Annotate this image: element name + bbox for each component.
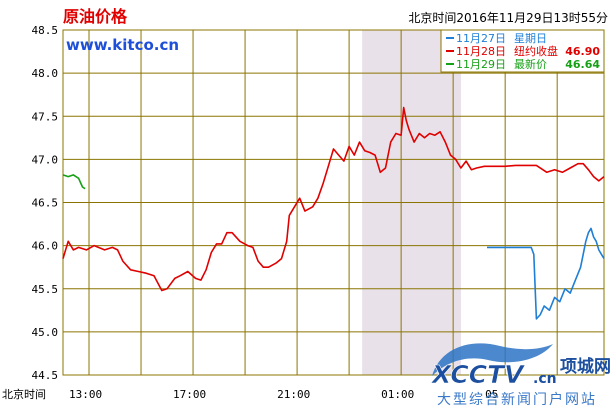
watermark-brand: 项城网 xyxy=(560,357,611,377)
series-line-nov28 xyxy=(62,106,605,292)
legend: 11月27日 星期日 11月28日 纽约收盘 46.90 11月29日 最新价 46.64 xyxy=(440,29,605,73)
watermark: XCCTV .cn 项城网 大型综合新闻门户网站 xyxy=(430,343,611,408)
legend-date: 11月29日 xyxy=(456,58,506,71)
watermark-logo-suffix: .cn xyxy=(533,371,557,387)
y-tick-label: 46.5 xyxy=(32,197,59,210)
legend-box xyxy=(440,29,605,73)
site-url: www.kitco.cn xyxy=(66,36,179,54)
x-tick-label: 21:00 xyxy=(277,388,310,401)
series-layer xyxy=(62,106,605,320)
watermark-logo: XCCTV xyxy=(430,360,525,389)
watermark-swoosh xyxy=(432,343,553,376)
y-tick-label: 46.0 xyxy=(32,240,59,253)
y-tick-label: 44.5 xyxy=(32,369,59,382)
legend-value: 46.90 xyxy=(565,45,600,58)
x-tick-label: 13:00 xyxy=(69,388,102,401)
x-tick-label: 17:00 xyxy=(173,388,206,401)
chart-title: 原油价格 xyxy=(63,7,128,26)
timestamp: 北京时间2016年11月29日13时55分 xyxy=(408,11,608,25)
x-tick-label: 01:00 xyxy=(381,388,414,401)
y-tick-label: 48.5 xyxy=(32,24,59,37)
y-axis-ticks: 48.5 48.0 47.5 47.0 46.5 46.0 45.5 45.0 44.5 xyxy=(32,24,59,382)
legend-date: 11月28日 xyxy=(456,45,506,58)
x-axis-label: 北京时间 xyxy=(2,387,46,401)
legend-label: 星期日 xyxy=(514,32,547,45)
x-axis-ticks: 13:00 17:00 21:00 01:00 05 xyxy=(69,388,498,401)
series-line-nov27 xyxy=(487,227,605,320)
y-tick-label: 47.5 xyxy=(32,110,59,123)
legend-date: 11月27日 xyxy=(456,32,506,45)
plot-frame xyxy=(62,29,605,376)
legend-label: 纽约收盘 xyxy=(514,44,558,58)
y-tick-label: 48.0 xyxy=(32,67,59,80)
y-tick-label: 45.0 xyxy=(32,326,59,339)
legend-label: 最新价 xyxy=(514,57,547,71)
series-line-nov29 xyxy=(62,174,86,190)
x-tick-label: 05 xyxy=(485,388,498,401)
legend-value: 46.64 xyxy=(565,58,600,71)
y-tick-label: 47.0 xyxy=(32,153,59,166)
watermark-slogan: 大型综合新闻门户网站 xyxy=(437,391,597,408)
y-tick-label: 45.5 xyxy=(32,283,59,296)
